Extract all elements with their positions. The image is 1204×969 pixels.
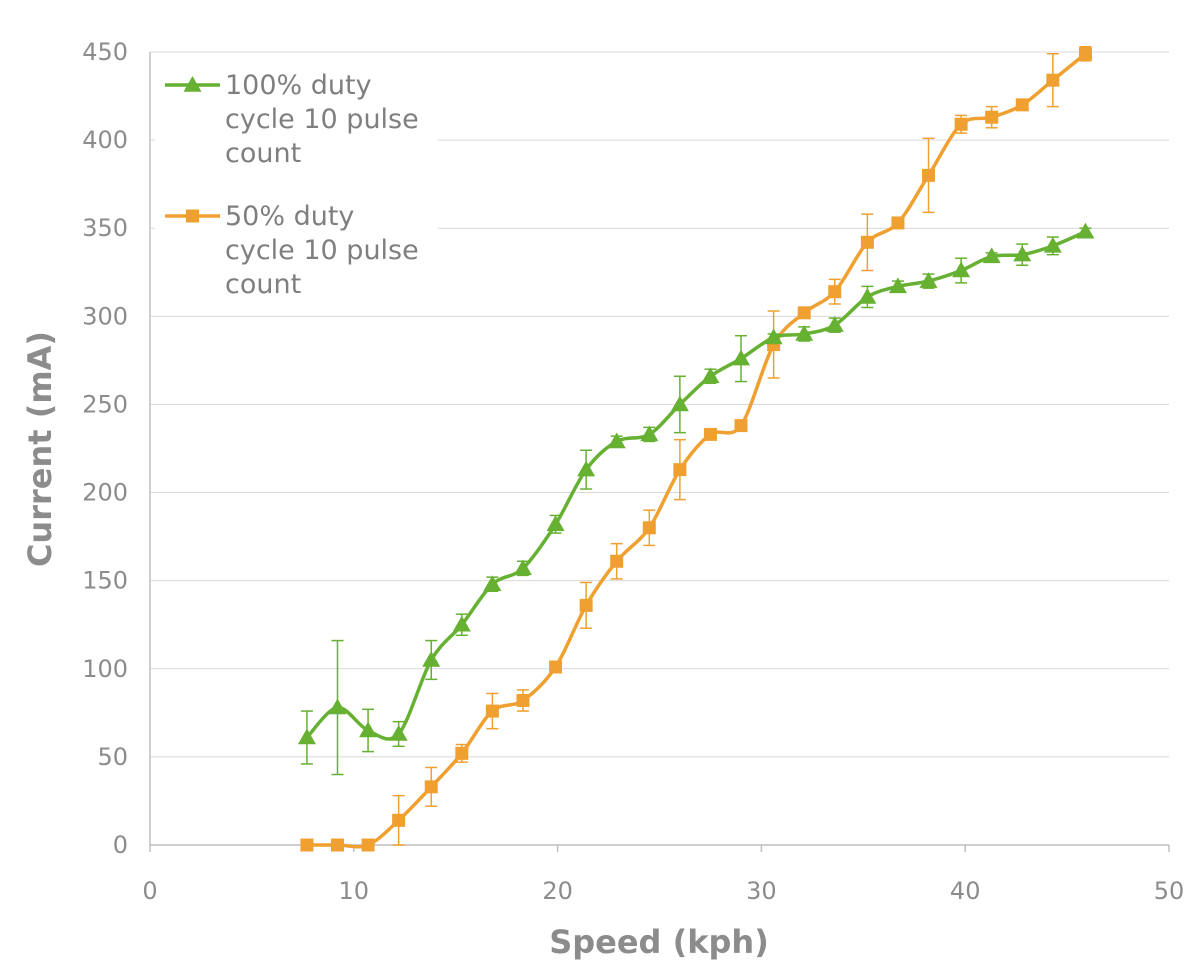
y-tick-label: 100 [82, 655, 128, 683]
y-tick-label: 450 [82, 38, 128, 66]
data-point [891, 216, 905, 230]
data-point [422, 650, 441, 667]
data-point [389, 724, 408, 741]
legend-label-line: cycle 10 pulse [225, 235, 419, 266]
data-point [640, 425, 659, 442]
data-point [1046, 73, 1060, 87]
data-point [919, 272, 938, 288]
data-point [734, 419, 748, 433]
series-duty-100 [297, 222, 1095, 776]
data-point [825, 316, 844, 332]
legend-label-line: count [225, 138, 301, 169]
y-axis-title: Current (mA) [21, 331, 59, 567]
data-point [703, 427, 717, 441]
data-point [642, 521, 656, 535]
data-point [485, 704, 499, 718]
data-point [610, 554, 624, 568]
legend-item: 100% duty cycle 10 pulse count [165, 70, 419, 169]
legend-swatch-marker [183, 76, 202, 92]
data-point [797, 306, 811, 320]
data-point [1043, 236, 1062, 253]
data-point [330, 838, 344, 852]
data-point [1078, 47, 1092, 61]
data-point [546, 515, 565, 532]
x-tick-label: 50 [1154, 877, 1185, 905]
data-point [732, 349, 751, 366]
data-point [516, 693, 530, 707]
data-point [483, 575, 502, 591]
data-point [361, 838, 375, 852]
data-point [888, 277, 907, 294]
x-tick-label: 30 [746, 877, 777, 905]
y-tick-label: 400 [82, 126, 128, 154]
data-point [764, 328, 783, 345]
data-point [549, 660, 563, 674]
x-tick-label: 0 [142, 877, 157, 905]
data-point [795, 324, 814, 341]
data-point [607, 432, 626, 449]
legend-background [155, 55, 438, 315]
legend-label-line: 100% duty [225, 70, 372, 101]
data-point [1013, 245, 1032, 262]
data-point [579, 598, 593, 612]
data-point [1015, 98, 1029, 112]
data-point [860, 235, 874, 249]
legend-label-line: cycle 10 pulse [225, 104, 419, 135]
data-point [828, 285, 842, 299]
data-point [670, 395, 689, 412]
data-point [455, 746, 469, 760]
data-point [985, 110, 999, 124]
data-point [513, 559, 532, 576]
data-point [392, 813, 406, 827]
y-tick-label: 350 [82, 214, 128, 242]
data-point [359, 721, 378, 738]
data-point [452, 615, 471, 632]
y-tick-label: 0 [113, 831, 128, 859]
legend-item: 50% duty cycle 10 pulse count [165, 201, 419, 300]
plot-area [297, 45, 1095, 852]
data-point [328, 698, 347, 715]
data-point [982, 247, 1001, 264]
x-axis-title: Speed (kph) [549, 923, 769, 961]
legend-label: 100% duty cycle 10 pulse count [225, 70, 419, 169]
data-point [297, 728, 316, 745]
data-point [858, 287, 877, 304]
data-point [922, 168, 936, 182]
data-point [673, 463, 687, 477]
y-tick-label: 200 [82, 479, 128, 507]
legend-label: 50% duty cycle 10 pulse count [225, 201, 419, 300]
data-point [1076, 222, 1095, 239]
y-tick-label: 300 [82, 302, 128, 330]
series-duty-50 [300, 45, 1092, 852]
data-point [300, 838, 314, 852]
y-tick-label: 250 [82, 390, 128, 418]
x-tick-label: 10 [339, 877, 370, 905]
data-point [424, 780, 438, 794]
legend-label-line: 50% duty [225, 201, 354, 232]
data-point [577, 460, 596, 477]
legend-label-line: count [225, 269, 301, 300]
y-tick-label: 150 [82, 567, 128, 595]
data-point [954, 117, 968, 131]
x-tick-label: 20 [542, 877, 573, 905]
x-tick-label: 40 [950, 877, 981, 905]
y-tick-label: 50 [97, 743, 128, 771]
data-point [701, 367, 720, 383]
legend-swatch-marker [186, 209, 199, 223]
data-point [952, 261, 971, 278]
